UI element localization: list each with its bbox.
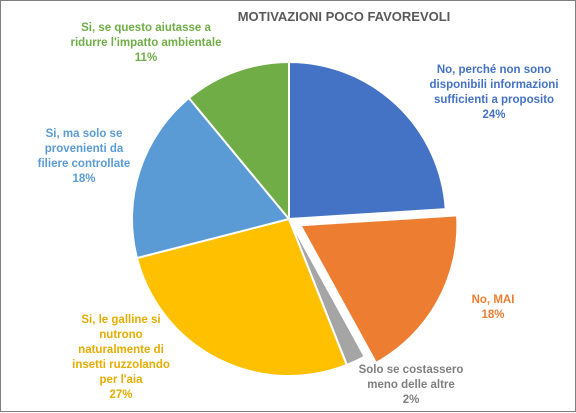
pie-slice-5 xyxy=(187,60,290,222)
slice-percent: 2% xyxy=(402,394,420,406)
pie-slice-3 xyxy=(135,217,349,377)
slice-label-galline: Si, le galline si nutrono naturalmente d… xyxy=(56,313,186,403)
slice-label-solo-se-costassero: Solo se costassero meno delle altre 2% xyxy=(346,363,476,408)
label-line: Si, ma solo se xyxy=(45,128,123,140)
slice-percent: 18% xyxy=(72,173,96,185)
slice-percent: 24% xyxy=(482,109,506,121)
slice-label-no-mai: No, MAI 18% xyxy=(453,293,533,323)
pie-slice-4 xyxy=(131,96,291,260)
label-line: provenienti da xyxy=(44,143,124,155)
chart-title: MOTIVAZIONI POCO FAVOREVOLI xyxy=(237,9,451,24)
slice-percent: 27% xyxy=(109,389,133,401)
label-line: Solo se costassero xyxy=(358,364,464,376)
label-line: filiere controllate xyxy=(37,158,131,170)
slice-percent: 18% xyxy=(481,309,505,321)
label-line: No, MAI xyxy=(471,294,515,306)
slice-label-filiere: Si, ma solo se provenienti da filiere co… xyxy=(19,127,149,187)
label-line: disponibili informazioni xyxy=(429,79,559,91)
label-line: meno delle altre xyxy=(367,379,455,391)
label-line: insetti ruzzolando xyxy=(72,359,170,371)
slice-label-ambientale: Si, se questo aiutasse a ridurre l'impat… xyxy=(51,21,241,66)
label-line: Si, se questo aiutasse a xyxy=(81,22,211,34)
label-line: naturalmente di xyxy=(78,344,164,356)
label-line: ridurre l'impatto ambientale xyxy=(70,37,222,49)
pie-slice-1 xyxy=(298,214,459,365)
slice-percent: 11% xyxy=(134,52,158,64)
label-line: Si, le galline si xyxy=(81,314,161,326)
label-line: sufficienti a proposito xyxy=(433,94,555,106)
label-line: per l'aia xyxy=(99,374,143,386)
slice-label-no-info: No, perché non sono disponibili informaz… xyxy=(409,63,576,123)
pie-slice-0 xyxy=(288,60,447,221)
label-line: No, perché non sono xyxy=(436,64,552,76)
label-line: nutrono xyxy=(99,329,143,341)
